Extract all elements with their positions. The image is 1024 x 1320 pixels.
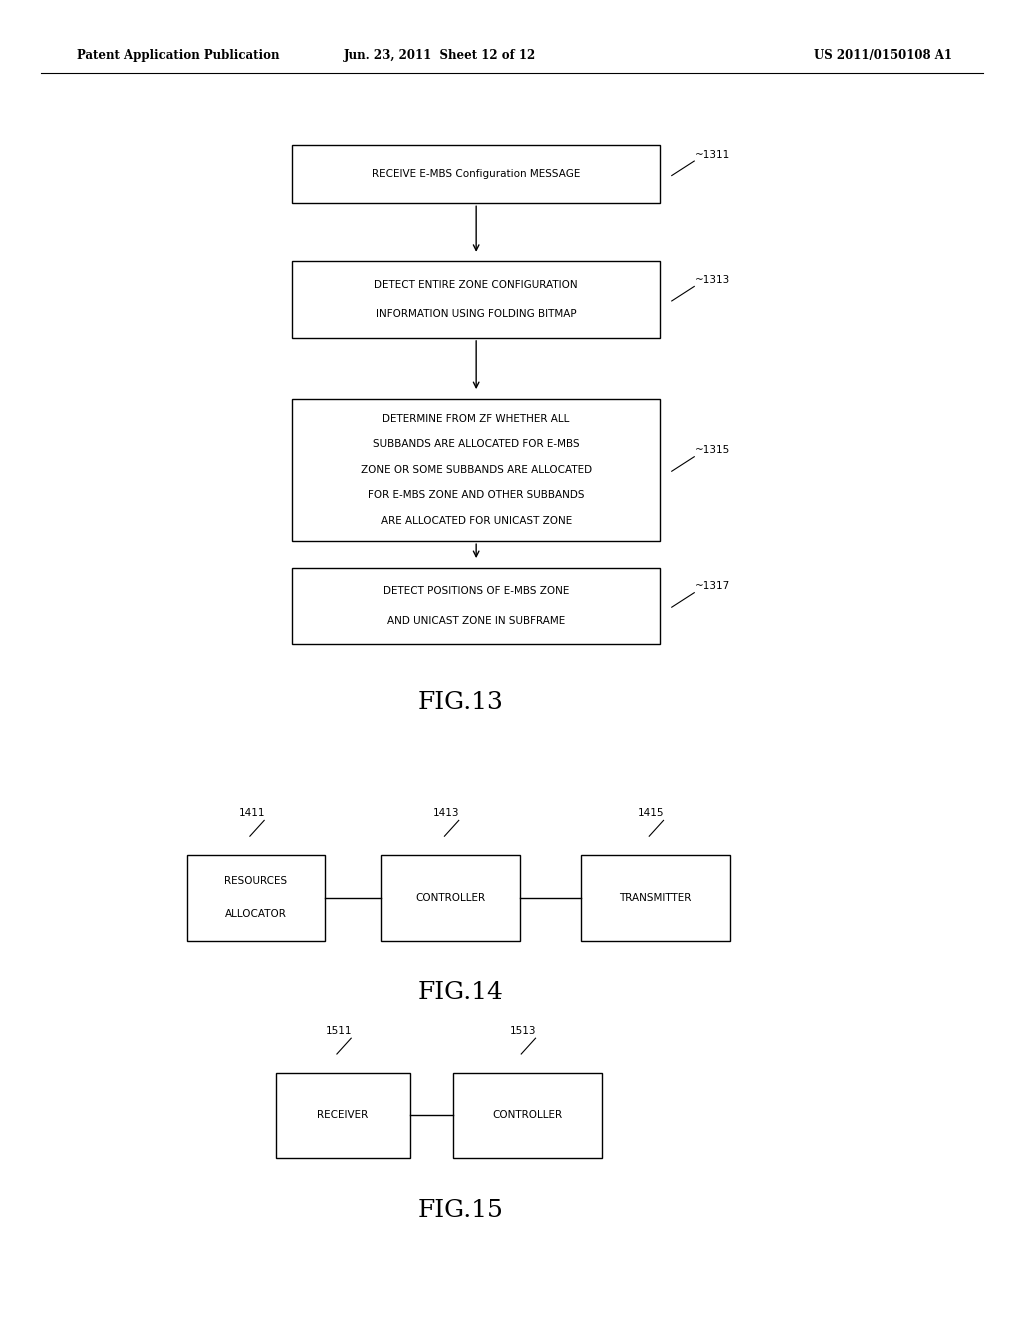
Text: ~1311: ~1311 — [695, 149, 730, 160]
Text: RECEIVER: RECEIVER — [317, 1110, 369, 1121]
Text: SUBBANDS ARE ALLOCATED FOR E-MBS: SUBBANDS ARE ALLOCATED FOR E-MBS — [373, 440, 580, 450]
Text: Patent Application Publication: Patent Application Publication — [77, 49, 280, 62]
Text: TRANSMITTER: TRANSMITTER — [620, 892, 691, 903]
Text: 1411: 1411 — [239, 808, 265, 817]
Text: ~1317: ~1317 — [695, 581, 730, 591]
Text: DETERMINE FROM ZF WHETHER ALL: DETERMINE FROM ZF WHETHER ALL — [383, 414, 569, 424]
Bar — [292, 399, 660, 541]
Bar — [453, 1072, 602, 1159]
Bar — [292, 261, 660, 338]
Text: FIG.15: FIG.15 — [418, 1199, 504, 1222]
Text: ARE ALLOCATED FOR UNICAST ZONE: ARE ALLOCATED FOR UNICAST ZONE — [381, 516, 571, 525]
Text: 1513: 1513 — [510, 1026, 537, 1035]
Text: RECEIVE E-MBS Configuration MESSAGE: RECEIVE E-MBS Configuration MESSAGE — [372, 169, 581, 180]
Bar — [292, 568, 660, 644]
Bar — [276, 1072, 410, 1159]
Text: ~1315: ~1315 — [695, 445, 730, 455]
Text: ~1313: ~1313 — [695, 275, 730, 285]
Text: DETECT ENTIRE ZONE CONFIGURATION: DETECT ENTIRE ZONE CONFIGURATION — [375, 280, 578, 290]
Text: INFORMATION USING FOLDING BITMAP: INFORMATION USING FOLDING BITMAP — [376, 309, 577, 319]
Text: 1413: 1413 — [433, 808, 460, 817]
Text: AND UNICAST ZONE IN SUBFRAME: AND UNICAST ZONE IN SUBFRAME — [387, 615, 565, 626]
Text: Jun. 23, 2011  Sheet 12 of 12: Jun. 23, 2011 Sheet 12 of 12 — [344, 49, 537, 62]
Text: FIG.13: FIG.13 — [418, 690, 504, 714]
Text: DETECT POSITIONS OF E-MBS ZONE: DETECT POSITIONS OF E-MBS ZONE — [383, 586, 569, 597]
Bar — [582, 855, 729, 940]
Text: CONTROLLER: CONTROLLER — [416, 892, 485, 903]
Text: 1415: 1415 — [638, 808, 665, 817]
Text: ALLOCATOR: ALLOCATOR — [225, 909, 287, 919]
Bar — [381, 855, 520, 940]
Text: 1511: 1511 — [326, 1026, 352, 1035]
Text: ZONE OR SOME SUBBANDS ARE ALLOCATED: ZONE OR SOME SUBBANDS ARE ALLOCATED — [360, 465, 592, 475]
Bar — [186, 855, 326, 940]
Text: FOR E-MBS ZONE AND OTHER SUBBANDS: FOR E-MBS ZONE AND OTHER SUBBANDS — [368, 490, 585, 500]
Text: FIG.14: FIG.14 — [418, 981, 504, 1005]
Text: US 2011/0150108 A1: US 2011/0150108 A1 — [814, 49, 952, 62]
Bar — [292, 145, 660, 203]
Text: RESOURCES: RESOURCES — [224, 876, 288, 886]
Text: CONTROLLER: CONTROLLER — [493, 1110, 562, 1121]
